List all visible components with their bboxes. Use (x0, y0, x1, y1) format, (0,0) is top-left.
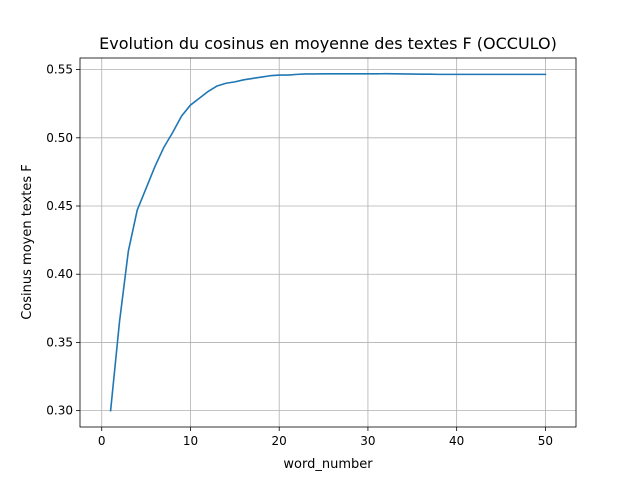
x-tick-label: 50 (538, 434, 553, 448)
plot-frame (79, 57, 577, 428)
y-tick-label: 0.40 (46, 267, 73, 281)
y-axis: 0.30 0.35 0.40 0.45 0.50 0.55 (46, 63, 80, 418)
x-tick-label: 40 (449, 434, 464, 448)
x-tick-label: 0 (98, 434, 106, 448)
y-tick-label: 0.30 (46, 404, 73, 418)
x-tick-label: 20 (272, 434, 287, 448)
y-axis-label: Cosinus moyen textes F (20, 164, 35, 320)
x-axis-label: word_number (283, 457, 373, 472)
series-line (109, 72, 547, 412)
y-tick-label: 0.45 (46, 199, 73, 213)
y-tick-label: 0.35 (46, 335, 73, 349)
series-layer (109, 72, 547, 412)
x-tick-label: 10 (183, 434, 198, 448)
y-tick-label: 0.55 (46, 63, 73, 77)
x-axis: 0 10 20 30 40 50 (98, 427, 553, 448)
y-tick-label: 0.50 (46, 131, 73, 145)
grid-layer (80, 58, 576, 427)
chart-title: Evolution du cosinus en moyenne des text… (99, 34, 557, 53)
x-tick-label: 30 (360, 434, 375, 448)
